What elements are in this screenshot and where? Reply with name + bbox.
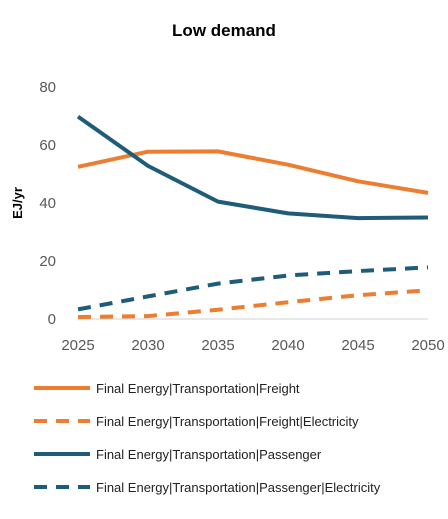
y-tick-label: 0 [48, 311, 56, 328]
x-tick-label: 2050 [411, 337, 444, 354]
legend-label: Final Energy|Transportation|Freight|Elec… [96, 414, 359, 429]
y-axis-ticks: 0 20 40 60 80 [39, 79, 56, 328]
x-tick-label: 2035 [201, 337, 234, 354]
legend: Final Energy|Transportation|Freight Final… [34, 381, 381, 495]
legend-label: Final Energy|Transportation|Passenger [96, 447, 322, 462]
y-axis-label: EJ/yr [10, 187, 25, 219]
chart-title: Low demand [172, 21, 276, 40]
x-axis-ticks: 2025 2030 2035 2040 2045 2050 [61, 337, 444, 354]
y-tick-label: 40 [39, 195, 56, 212]
series-line [77, 149, 429, 195]
x-tick-label: 2030 [131, 337, 164, 354]
series-line [77, 265, 429, 312]
y-tick-label: 60 [39, 137, 56, 154]
series-line [77, 288, 429, 319]
x-tick-label: 2045 [341, 337, 374, 354]
legend-label: Final Energy|Transportation|Freight [96, 381, 300, 396]
y-tick-label: 20 [39, 253, 56, 270]
y-tick-label: 80 [39, 79, 56, 96]
series-line [76, 114, 429, 221]
x-tick-label: 2025 [61, 337, 94, 354]
legend-label: Final Energy|Transportation|Passenger|El… [96, 480, 381, 495]
plot-area [76, 114, 429, 319]
x-tick-label: 2040 [271, 337, 304, 354]
